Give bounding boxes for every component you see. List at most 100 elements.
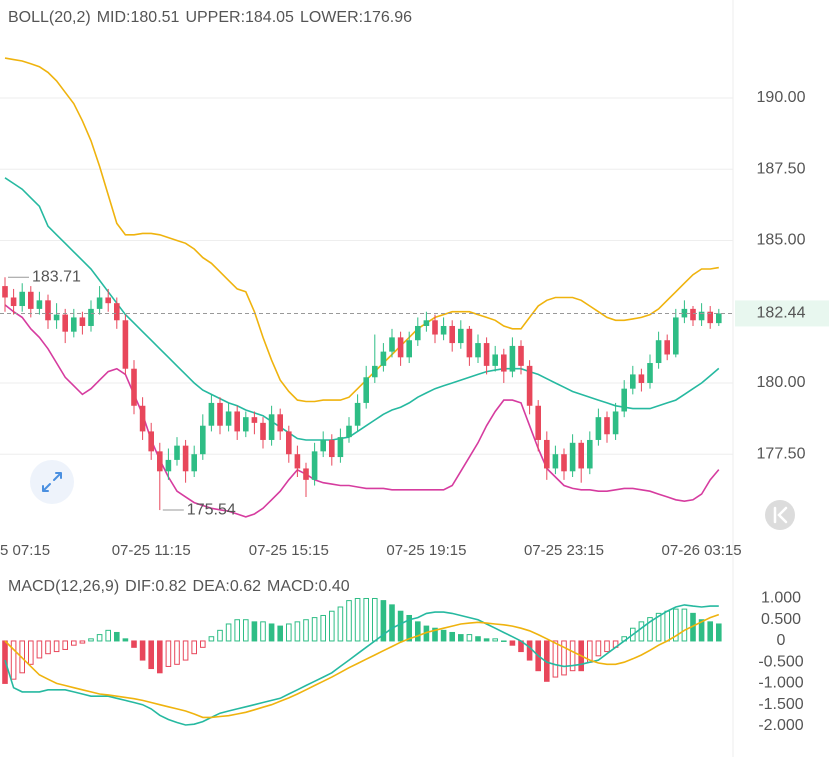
candle-body xyxy=(251,417,258,423)
macd-bar xyxy=(346,600,352,642)
macd-bar xyxy=(354,597,361,642)
candle-body xyxy=(518,345,524,366)
y-tick-label: 185.00 xyxy=(757,232,806,249)
y-tick-label: -0.500 xyxy=(758,653,803,670)
macd-bar xyxy=(79,640,86,644)
x-tick-label: 07-25 19:15 xyxy=(386,542,466,559)
candle-body xyxy=(492,354,498,366)
boll-line xyxy=(4,177,720,441)
macd-bar xyxy=(53,640,60,653)
macd-bar xyxy=(122,638,129,642)
candle-body xyxy=(354,402,361,426)
candle-body xyxy=(53,314,60,321)
candle-body xyxy=(698,311,705,321)
macd-bar xyxy=(225,623,232,642)
candle-body xyxy=(62,314,68,332)
candle-body xyxy=(466,328,473,358)
candle-body xyxy=(458,328,464,344)
legend-label: MACD:0.40 xyxy=(267,578,350,595)
macd-bar xyxy=(303,619,309,642)
candle-body xyxy=(604,417,610,435)
boll-line xyxy=(4,304,720,518)
macd-bar xyxy=(320,614,326,642)
macd-bar xyxy=(182,640,189,661)
y-tick-label: -1.500 xyxy=(758,696,803,713)
candle-body xyxy=(372,365,378,378)
candle-body xyxy=(509,345,516,372)
candle-body xyxy=(612,411,619,435)
macd-bar xyxy=(440,629,447,642)
candle-body xyxy=(311,451,318,480)
macd-bar xyxy=(372,597,378,642)
macd-bar xyxy=(96,634,103,642)
candle-body xyxy=(294,454,301,469)
legend-label: LOWER:176.96 xyxy=(300,9,412,26)
candle-body xyxy=(122,320,129,369)
candle-body xyxy=(664,340,670,355)
expand-button[interactable] xyxy=(30,460,74,504)
candle-body xyxy=(638,374,645,383)
scroll-latest-button[interactable] xyxy=(765,500,795,530)
macd-bar xyxy=(707,621,714,642)
candle-body xyxy=(329,439,335,458)
scroll-latest-icon[interactable] xyxy=(773,506,788,524)
candle-body xyxy=(440,325,447,335)
macd-bar xyxy=(475,636,481,642)
macd-bar xyxy=(217,629,223,642)
low-marker-label: 175.54 xyxy=(187,501,236,518)
candle-body xyxy=(595,417,602,440)
macd-bar xyxy=(114,631,120,642)
macd-bar xyxy=(71,640,77,646)
candle-body xyxy=(621,388,627,412)
macd-bar xyxy=(389,604,395,642)
x-tick-label: 07-25 11:15 xyxy=(112,542,191,559)
macd-bar xyxy=(88,638,94,642)
x-tick-label: 07-25 23:15 xyxy=(524,542,604,559)
candle-body xyxy=(526,365,533,406)
y-tick-label: 177.50 xyxy=(757,445,806,462)
macd-bar xyxy=(501,640,507,642)
candle-body xyxy=(449,325,455,344)
candle-body xyxy=(578,442,584,469)
candle-body xyxy=(268,414,275,440)
macd-bar xyxy=(492,638,498,642)
last-price-label: 182.44 xyxy=(757,305,806,322)
candle-body xyxy=(535,405,541,440)
macd-bar xyxy=(552,640,559,678)
candle-body xyxy=(10,297,17,307)
macd-bar xyxy=(647,617,653,642)
macd-bar xyxy=(595,640,602,657)
candle-body xyxy=(569,442,576,472)
candle-body xyxy=(389,337,395,352)
expand-button-bg[interactable] xyxy=(30,460,74,504)
y-tick-label: 187.50 xyxy=(757,160,806,177)
y-tick-label: 0.500 xyxy=(761,611,801,628)
macd-bar xyxy=(286,623,292,642)
expand-icon[interactable] xyxy=(42,472,62,492)
macd-bar xyxy=(268,623,275,642)
x-tick-label: 5 07:15 xyxy=(0,542,50,559)
candle-body xyxy=(630,374,636,389)
legend-label: BOLL(20,2) xyxy=(8,9,91,26)
candle-body xyxy=(380,351,387,366)
legend-label: MID:180.51 xyxy=(97,9,180,26)
candle-body xyxy=(681,308,688,318)
macd-line xyxy=(4,613,720,719)
macd-bar xyxy=(28,640,34,665)
candle-body xyxy=(406,340,412,358)
macd-bar xyxy=(157,640,163,674)
candle-body xyxy=(28,291,34,309)
candle-body xyxy=(363,377,369,403)
candle-body xyxy=(36,300,43,309)
high-marker-label: 183.71 xyxy=(32,268,81,285)
macd-bar xyxy=(363,597,369,642)
candle-body xyxy=(260,422,266,440)
legend-label: MACD(12,26,9) xyxy=(8,578,119,595)
macd-bar xyxy=(191,640,197,655)
candle-body xyxy=(501,354,507,372)
macd-bar xyxy=(200,640,206,648)
candle-body xyxy=(191,454,197,472)
candle-body xyxy=(544,439,550,469)
macd-bar xyxy=(337,606,344,642)
